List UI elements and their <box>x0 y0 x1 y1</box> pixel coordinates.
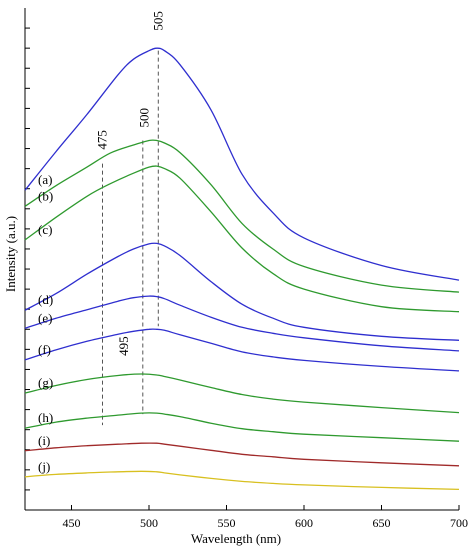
x-tick-label: 600 <box>295 516 313 530</box>
series-line-4 <box>24 295 460 352</box>
series-line-9 <box>24 470 460 491</box>
x-tick-label: 550 <box>218 516 236 530</box>
series-label: (h) <box>38 410 53 425</box>
series-line-8 <box>24 442 460 467</box>
peak-label: 495 <box>116 336 131 356</box>
x-tick-label: 500 <box>140 516 158 530</box>
series-line-7 <box>24 412 460 442</box>
series-label: (j) <box>38 459 50 474</box>
series-line-6 <box>24 373 460 414</box>
series-lines <box>24 47 460 491</box>
series-line-1 <box>24 139 460 293</box>
peak-annotations: 505 500 475 495 <box>95 11 166 356</box>
x-axis-title: Wavelength (nm) <box>191 531 281 546</box>
series-label: (d) <box>38 292 53 307</box>
x-tick-label: 700 <box>450 516 468 530</box>
series-label: (b) <box>38 188 53 203</box>
series-label: (g) <box>38 375 53 390</box>
x-tick-label: 650 <box>373 516 391 530</box>
y-axis-title: Intensity (a.u.) <box>3 216 18 292</box>
series-line-0 <box>24 47 460 281</box>
peak-label: 505 <box>150 11 165 31</box>
series-line-5 <box>24 328 460 372</box>
chart-axes: 450 500 550 600 650 700 <box>24 8 468 530</box>
series-label: (i) <box>38 433 50 448</box>
series-label: (a) <box>38 172 52 187</box>
series-label: (e) <box>38 310 52 325</box>
series-line-2 <box>24 165 460 313</box>
peak-label: 475 <box>95 130 110 150</box>
x-tick-label: 450 <box>63 516 81 530</box>
peak-label: 500 <box>136 108 151 128</box>
series-label: (c) <box>38 222 52 237</box>
series-label: (f) <box>38 342 51 357</box>
peak-markers <box>102 50 159 426</box>
series-labels: (a)(b) (c) (d) (e) (f) (g) (h) (i) (j) <box>38 172 53 474</box>
series-line-3 <box>24 242 460 341</box>
